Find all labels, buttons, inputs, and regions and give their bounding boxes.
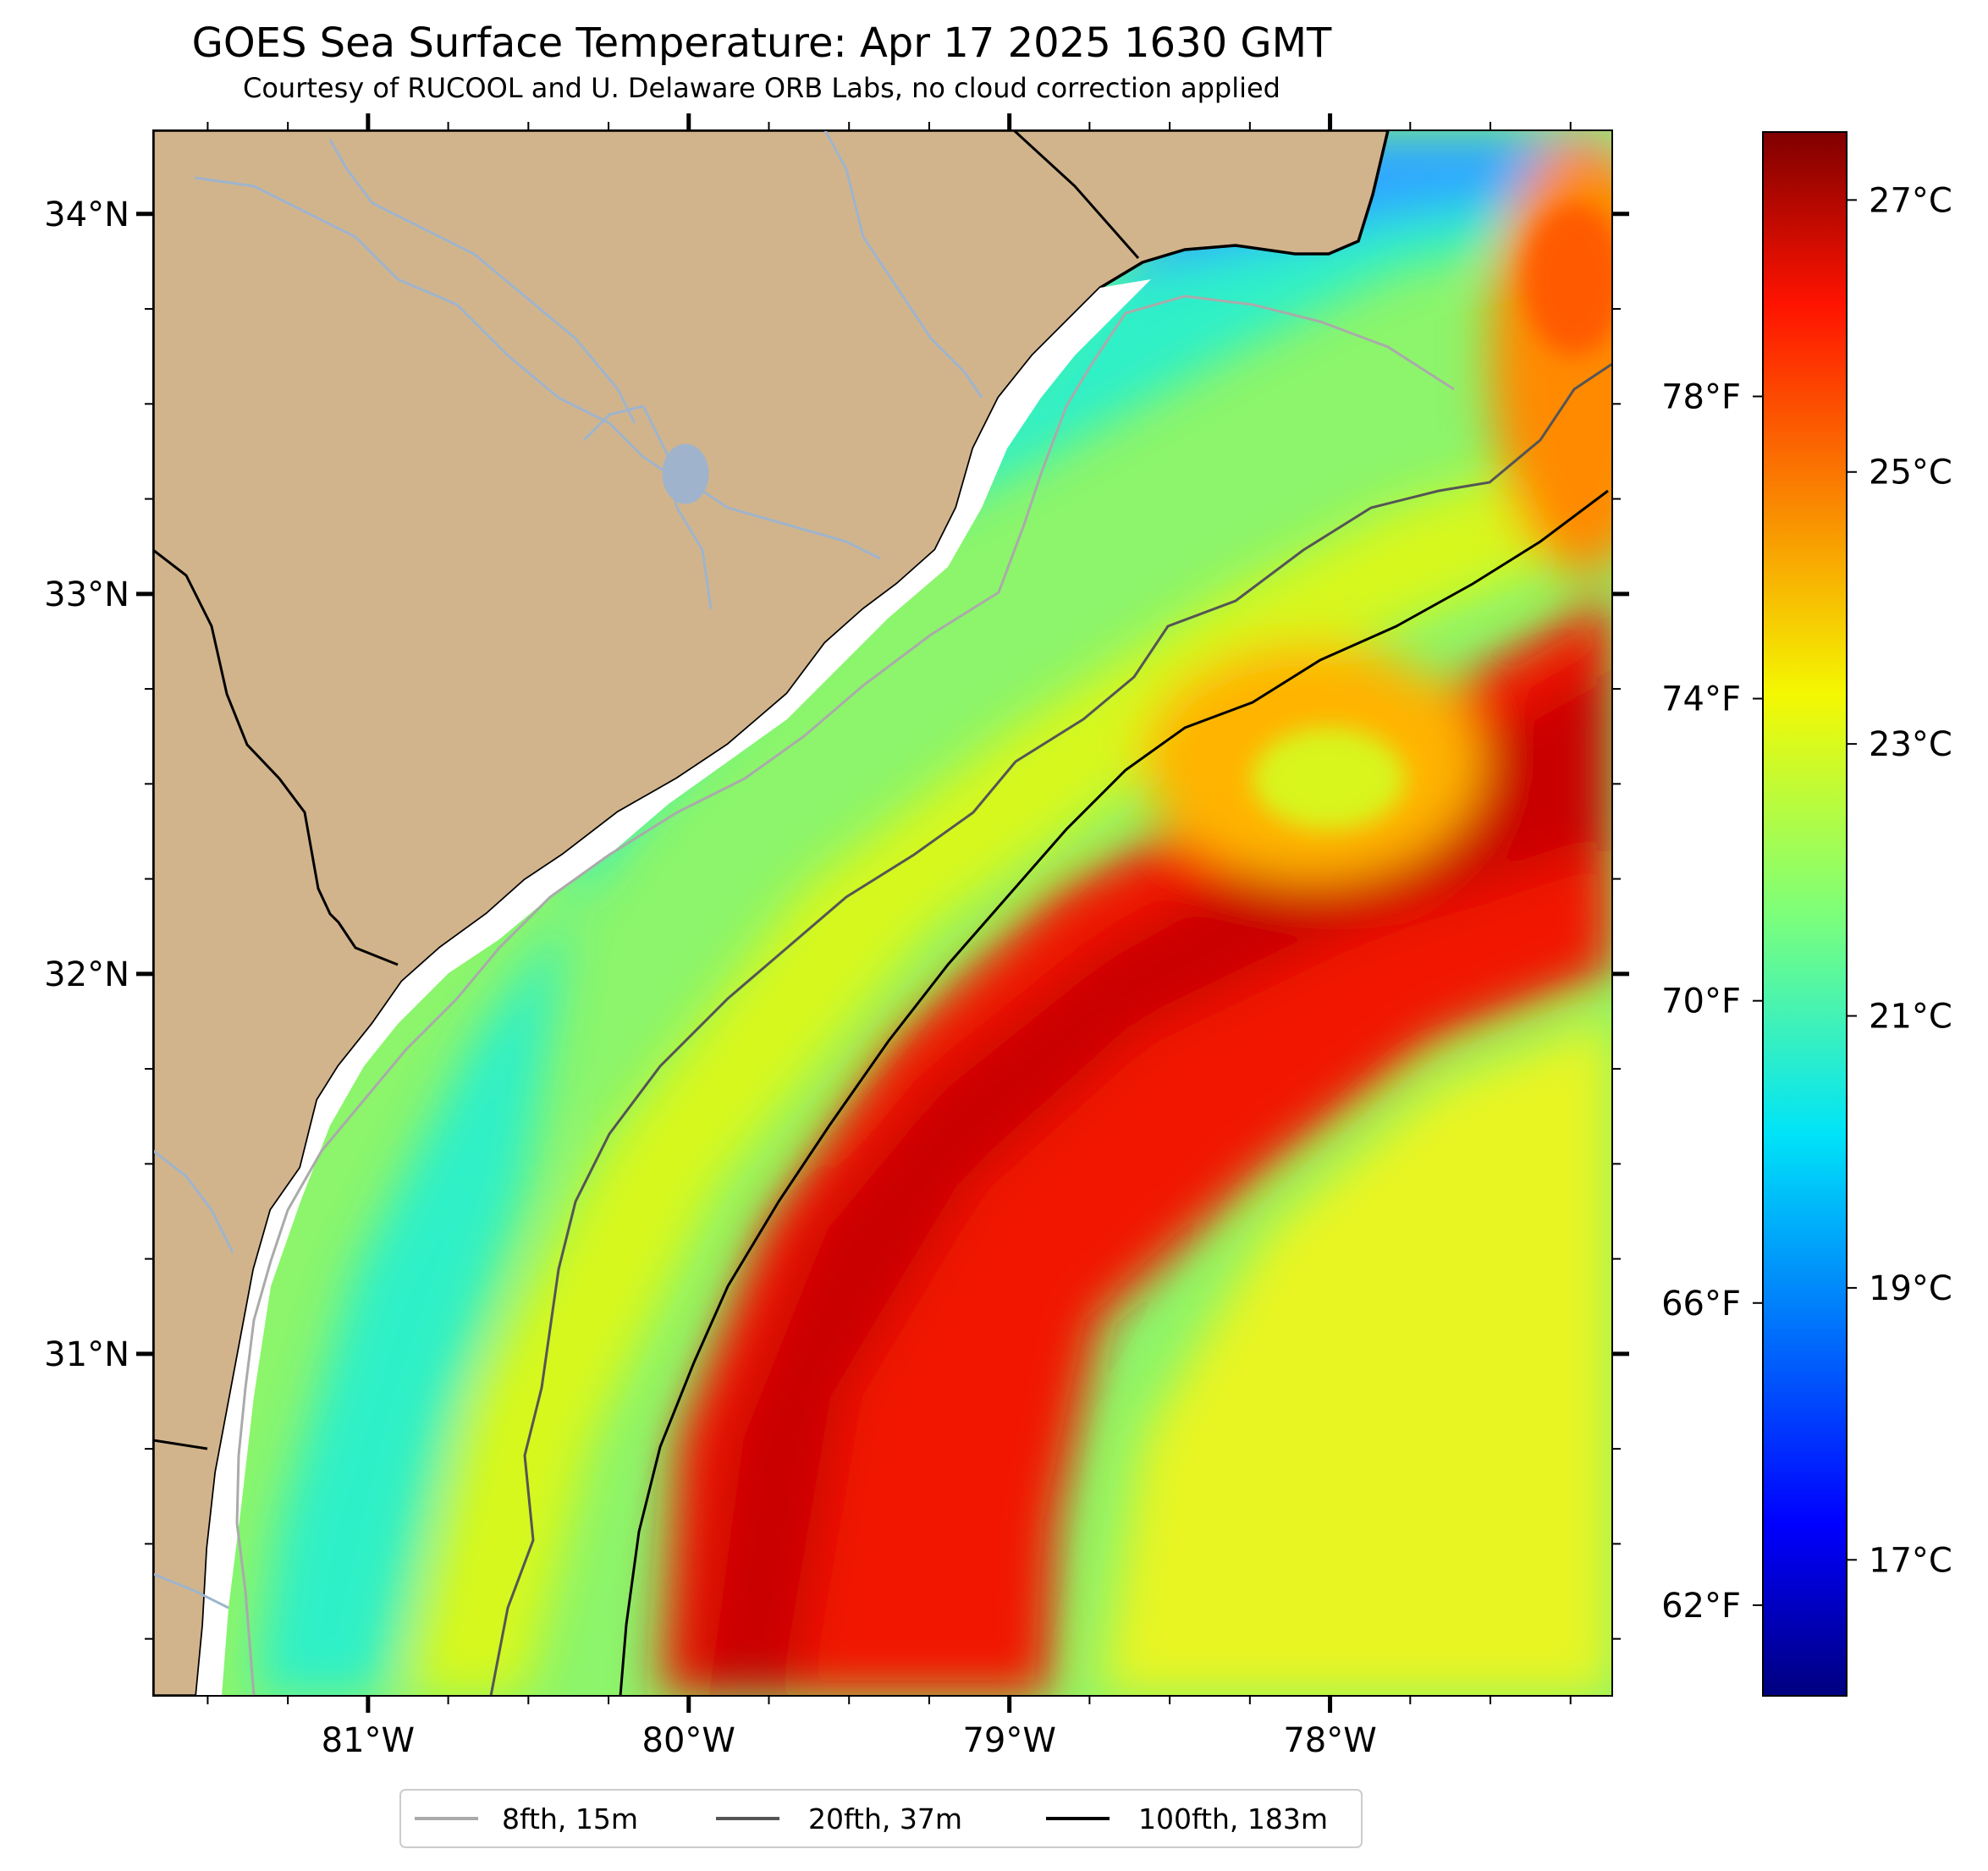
colorbar-axes: 27°C 25°C 23°C 21°C 19°C 17°C 78°F 74°F 70°F 66°F… [1661,181,1952,1626]
legend-label-8fth: 8fth, 15m [502,1802,638,1835]
lon-tick-label: 78°W [1283,1721,1376,1760]
fahrenheit-tick-label: 66°F [1661,1285,1741,1323]
celsius-tick-label: 27°C [1869,181,1952,220]
celsius-tick-label: 19°C [1869,1269,1952,1308]
lon-tick-label: 81°W [322,1721,415,1760]
isobath-100fth [619,489,1609,1696]
map-title: GOES Sea Surface Temperature: Apr 17 202… [191,19,1332,67]
rivers [153,130,983,1610]
lat-tick-label: 34°N [44,195,129,234]
fahrenheit-tick-label: 74°F [1661,680,1741,719]
isobath-20fth [489,362,1612,1696]
lat-tick-label: 31°N [44,1335,129,1374]
state-border-ga-fl [153,1439,208,1450]
map-frame [152,129,1613,1697]
celsius-tick-label: 23°C [1869,725,1952,764]
fahrenheit-tick-label: 70°F [1661,982,1741,1021]
legend-label-20fth: 20fth, 37m [808,1802,962,1835]
lon-tick-label: 79°W [962,1721,1055,1760]
fahrenheit-tick-label: 78°F [1661,377,1741,416]
state-border-sc-ga [153,548,399,966]
lat-tick-label: 32°N [44,955,129,994]
celsius-tick-label: 21°C [1869,998,1952,1037]
celsius-tick-label: 17°C [1869,1541,1952,1580]
lat-tick-label: 33°N [44,575,129,614]
legend-label-100fth: 100fth, 183m [1138,1802,1328,1835]
lon-tick-label: 80°W [642,1721,735,1760]
celsius-tick-label: 25°C [1869,454,1952,493]
legend-box [399,1789,1363,1848]
map-subtitle: Courtesy of RUCOOL and U. Delaware ORB L… [243,72,1280,104]
state-border-nc-sc [1012,130,1140,259]
isobath-8fth [235,294,1455,1696]
fahrenheit-tick-label: 62°F [1661,1587,1741,1626]
isobath-legend: 8fth, 15m 20fth, 37m 100fth, 183m [399,1789,1363,1848]
map-axes: 81°W 80°W 79°W 78°W 34°N 33°N 32°N 31°N [44,113,1629,1760]
sst-field [153,130,1612,1696]
colorbar [1762,131,1848,1697]
